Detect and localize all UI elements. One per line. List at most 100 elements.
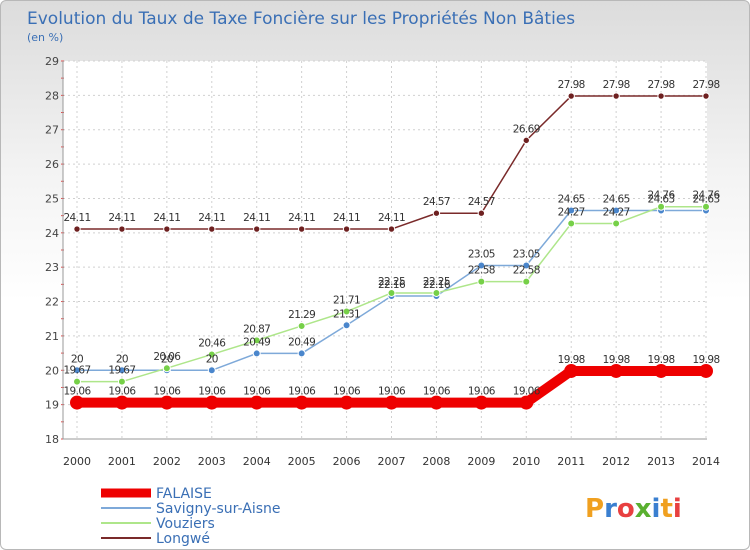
data-label-longw-: 24.11 (63, 212, 90, 224)
point-savigny-sur-aisne (477, 261, 486, 270)
data-label-falaise: 19.06 (423, 386, 451, 398)
point-vouziers (117, 377, 126, 386)
point-falaise (159, 395, 174, 410)
point-falaise (384, 395, 399, 410)
point-falaise (474, 395, 489, 410)
data-label-savigny-sur-aisne: 24.65 (558, 193, 585, 205)
data-label-vouziers: 24.76 (648, 190, 676, 202)
data-labels: 19.06 19.06 19.06 19.06 19.06 19.06 19.06 19.06… (63, 79, 721, 398)
x-tick-label: 2004 (243, 455, 271, 468)
point-vouziers (387, 288, 396, 297)
y-tick-label: 22 (45, 296, 59, 309)
x-tick-label: 2010 (512, 455, 540, 468)
data-label-savigny-sur-aisne: 20 (116, 353, 128, 365)
x-tick-label: 2000 (63, 455, 91, 468)
point-falaise (204, 395, 219, 410)
point-longw- (253, 225, 261, 233)
x-tick-label: 2014 (692, 455, 720, 468)
data-label-vouziers: 21.71 (333, 295, 360, 307)
data-label-savigny-sur-aisne: 20 (161, 353, 173, 365)
data-label-longw-: 24.57 (423, 196, 450, 208)
point-vouziers (477, 277, 486, 286)
point-longw- (522, 136, 530, 145)
point-longw- (432, 209, 441, 217)
data-label-vouziers: 24.27 (603, 207, 630, 219)
data-label-vouziers: 22.25 (378, 276, 405, 288)
point-savigny-sur-aisne (73, 366, 81, 375)
data-label-falaise: 19.06 (243, 386, 271, 398)
point-falaise (609, 363, 624, 378)
data-label-savigny-sur-aisne: 20.49 (288, 336, 315, 348)
data-label-falaise: 19.06 (378, 386, 406, 398)
data-label-savigny-sur-aisne: 22.16 (423, 279, 451, 291)
point-longw- (567, 92, 575, 100)
legend-label-longw-: Longwé (156, 531, 210, 547)
data-label-vouziers: 20.87 (243, 323, 270, 335)
x-tick-label: 2003 (198, 455, 226, 468)
data-label-savigny-sur-aisne: 20 (206, 353, 218, 365)
point-longw- (297, 225, 306, 233)
point-longw- (657, 92, 665, 100)
data-label-savigny-sur-aisne: 20 (71, 353, 83, 365)
x-tick-label: 2007 (378, 455, 406, 468)
x-tick-label: 2006 (333, 455, 361, 468)
data-label-longw-: 24.11 (288, 212, 315, 224)
data-label-savigny-sur-aisne: 24.63 (692, 193, 719, 205)
legend-label-savigny-sur-aisne: Savigny-sur-Aisne (156, 501, 281, 517)
chart-title: Evolution du Taux de Taxe Foncière sur l… (27, 9, 575, 29)
point-vouziers (522, 277, 531, 286)
point-longw- (387, 225, 396, 233)
data-label-falaise: 19.06 (288, 386, 316, 398)
point-falaise (519, 395, 534, 410)
data-label-savigny-sur-aisne: 23.05 (513, 248, 540, 260)
data-label-vouziers: 19.67 (63, 365, 90, 377)
data-label-falaise: 19.06 (468, 386, 496, 398)
point-savigny-sur-aisne (342, 321, 351, 330)
y-tick-label: 23 (45, 261, 59, 274)
data-label-longw-: 26.69 (513, 123, 540, 135)
point-vouziers (612, 219, 621, 228)
point-falaise (114, 395, 129, 410)
data-label-vouziers: 22.25 (423, 276, 450, 288)
data-label-longw-: 24.11 (243, 212, 270, 224)
series (70, 92, 713, 410)
data-label-savigny-sur-aisne: 23.05 (468, 248, 495, 260)
data-label-savigny-sur-aisne: 20.49 (243, 336, 270, 348)
data-label-savigny-sur-aisne: 22.16 (378, 279, 406, 291)
point-falaise (699, 363, 713, 378)
point-longw- (73, 225, 81, 233)
y-tick-label: 21 (45, 330, 59, 343)
point-vouziers (297, 321, 306, 330)
data-label-longw-: 27.98 (648, 79, 675, 91)
y-tick-label: 26 (45, 158, 59, 171)
y-tick-label: 19 (45, 399, 59, 412)
data-label-vouziers: 22.58 (513, 265, 540, 277)
data-label-vouziers: 19.67 (108, 365, 135, 377)
point-falaise (339, 395, 354, 410)
data-label-longw-: 24.11 (198, 212, 225, 224)
proxiti-logo: Proxiti (585, 494, 682, 524)
y-tick-label: 28 (45, 89, 59, 102)
point-vouziers (657, 202, 666, 211)
y-tick-label: 24 (45, 227, 59, 240)
data-label-falaise: 19.06 (153, 386, 181, 398)
data-label-longw-: 24.11 (153, 212, 180, 224)
point-longw- (612, 92, 620, 100)
data-label-longw-: 27.98 (558, 79, 585, 91)
point-savigny-sur-aisne (207, 366, 216, 375)
data-label-vouziers: 22.58 (468, 265, 495, 277)
point-longw- (702, 92, 710, 100)
legend-label-falaise: FALAISE (156, 486, 212, 502)
point-longw- (118, 225, 126, 233)
data-label-vouziers: 21.29 (288, 309, 315, 321)
x-tick-label: 2011 (557, 455, 585, 468)
chart-subtitle: (en %) (27, 31, 63, 44)
point-savigny-sur-aisne (612, 206, 621, 215)
data-label-longw-: 24.57 (468, 196, 495, 208)
point-longw- (163, 225, 171, 233)
point-vouziers (252, 336, 261, 345)
point-longw- (477, 209, 486, 217)
x-tick-label: 2013 (647, 455, 675, 468)
data-label-falaise: 19.06 (198, 386, 226, 398)
